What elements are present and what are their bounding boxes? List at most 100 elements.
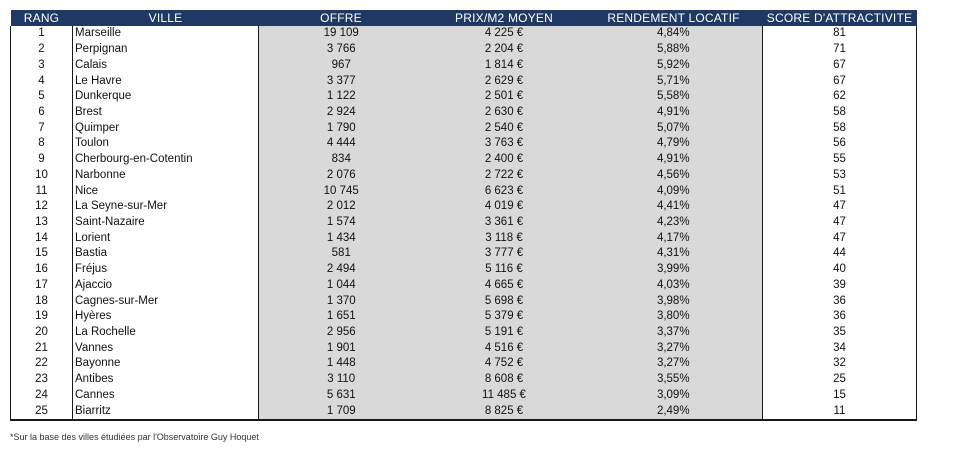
table-row: 8 Toulon 4 444 3 763 €4,79% 56 <box>10 136 917 152</box>
cell-rang: 8 <box>10 136 73 152</box>
cell-prix-m2: 2 540 € <box>423 120 585 137</box>
table-row: 22 Bayonne 1 448 4 752 €3,27% 32 <box>10 356 917 372</box>
cell-score: 58 <box>762 120 917 137</box>
cell-ville: Saint-Nazaire <box>72 214 259 231</box>
cell-ville: Narbonne <box>72 167 259 184</box>
cell-rendement: 4,17% <box>584 230 763 247</box>
cell-score: 67 <box>762 57 917 74</box>
cell-rang: 20 <box>10 324 73 341</box>
cell-offre: 1 709 <box>258 403 424 421</box>
cell-prix-m2: 4 225 € <box>423 26 585 42</box>
cell-rang: 11 <box>10 183 73 199</box>
cell-score: 62 <box>762 88 917 105</box>
cell-rendement: 4,84% <box>584 26 763 42</box>
cell-ville: Brest <box>72 104 259 121</box>
cell-score: 47 <box>762 214 917 231</box>
cell-rang: 23 <box>10 371 73 388</box>
cell-ville: Cagnes-sur-Mer <box>72 293 259 309</box>
header-row: RANG VILLE OFFRE PRIX/M2 MOYEN RENDEMENT… <box>10 10 917 26</box>
cell-rendement: 4,23% <box>584 214 763 231</box>
cell-offre: 1 790 <box>258 120 424 137</box>
cell-prix-m2: 5 191 € <box>423 324 585 341</box>
cell-rendement: 4,09% <box>584 183 763 199</box>
cell-offre: 1 044 <box>258 277 424 294</box>
header-rendement: RENDEMENT LOCATIF <box>584 10 763 26</box>
cell-prix-m2: 6 623 € <box>423 183 585 199</box>
table-row: 13 Saint-Nazaire 1 574 3 361 €4,23% 47 <box>10 214 917 231</box>
table-row: 18 Cagnes-sur-Mer 1 370 5 698 €3,98% 36 <box>10 293 917 309</box>
cell-ville: Fréjus <box>72 261 259 278</box>
cell-offre: 2 012 <box>258 198 424 215</box>
cell-score: 53 <box>762 167 917 184</box>
cell-rang: 18 <box>10 293 73 309</box>
cell-score: 58 <box>762 104 917 121</box>
cell-score: 81 <box>762 26 917 42</box>
cell-offre: 1 901 <box>258 340 424 357</box>
table-row: 25 Biarritz 1 709 8 825 €2,49% 11 <box>10 403 917 421</box>
cell-prix-m2: 8 825 € <box>423 403 585 421</box>
cell-ville: La Rochelle <box>72 324 259 341</box>
cell-score: 67 <box>762 73 917 89</box>
cell-score: 44 <box>762 246 917 262</box>
cell-prix-m2: 4 665 € <box>423 277 585 294</box>
cell-rendement: 5,92% <box>584 57 763 74</box>
cell-score: 34 <box>762 340 917 357</box>
cell-score: 36 <box>762 308 917 325</box>
cell-ville: Perpignan <box>72 41 259 58</box>
table-row: 15 Bastia 581 3 777 €4,31% 44 <box>10 246 917 262</box>
cell-rang: 25 <box>10 403 73 421</box>
table-row: 23 Antibes 3 110 8 608 €3,55% 25 <box>10 371 917 388</box>
header-rang: RANG <box>10 10 73 26</box>
cell-ville: Bayonne <box>72 356 259 372</box>
cell-rendement: 3,55% <box>584 371 763 388</box>
cell-rendement: 5,88% <box>584 41 763 58</box>
cell-offre: 5 631 <box>258 387 424 404</box>
cell-rendement: 4,41% <box>584 198 763 215</box>
cell-offre: 19 109 <box>258 26 424 42</box>
cell-rang: 24 <box>10 387 73 404</box>
table-row: 11 Nice 10 745 6 623 €4,09% 51 <box>10 183 917 199</box>
cell-prix-m2: 4 752 € <box>423 356 585 372</box>
cell-rang: 13 <box>10 214 73 231</box>
cell-rang: 5 <box>10 88 73 105</box>
cell-offre: 1 574 <box>258 214 424 231</box>
cell-offre: 10 745 <box>258 183 424 199</box>
cell-prix-m2: 2 501 € <box>423 88 585 105</box>
table-row: 10 Narbonne 2 076 2 722 €4,56% 53 <box>10 167 917 184</box>
cell-offre: 3 766 <box>258 41 424 58</box>
cell-prix-m2: 4 516 € <box>423 340 585 357</box>
cell-rang: 7 <box>10 120 73 137</box>
cell-rang: 9 <box>10 151 73 168</box>
cell-prix-m2: 2 400 € <box>423 151 585 168</box>
table-row: 1 Marseille 19 109 4 225 €4,84% 81 <box>10 26 917 42</box>
cell-prix-m2: 1 814 € <box>423 57 585 74</box>
cell-prix-m2: 2 204 € <box>423 41 585 58</box>
cell-score: 40 <box>762 261 917 278</box>
cell-offre: 1 651 <box>258 308 424 325</box>
cell-ville: Bastia <box>72 246 259 262</box>
table-body: 1 Marseille 19 109 4 225 €4,84% 81 2 Perpignan… <box>10 26 917 421</box>
cell-ville: Cherbourg-en-Cotentin <box>72 151 259 168</box>
footnote: *Sur la base des villes étudiées par l'O… <box>10 432 259 442</box>
table-row: 20 La Rochelle 2 956 5 191 €3,37% 35 <box>10 324 917 341</box>
cell-score: 55 <box>762 151 917 168</box>
cell-rang: 16 <box>10 261 73 278</box>
header-offre: OFFRE <box>258 10 424 26</box>
table-row: 2 Perpignan 3 766 2 204 €5,88% 71 <box>10 41 917 58</box>
cell-rang: 14 <box>10 230 73 247</box>
cell-offre: 1 434 <box>258 230 424 247</box>
cell-rendement: 4,79% <box>584 136 763 152</box>
cell-offre: 834 <box>258 151 424 168</box>
cell-rang: 6 <box>10 104 73 121</box>
cell-prix-m2: 5 698 € <box>423 293 585 309</box>
table-row: 21 Vannes 1 901 4 516 €3,27% 34 <box>10 340 917 357</box>
cell-prix-m2: 2 630 € <box>423 104 585 121</box>
cell-prix-m2: 5 116 € <box>423 261 585 278</box>
cell-rang: 1 <box>10 26 73 42</box>
cell-ville: Biarritz <box>72 403 259 421</box>
cell-rendement: 4,56% <box>584 167 763 184</box>
table-row: 5 Dunkerque 1 122 2 501 €5,58% 62 <box>10 88 917 105</box>
cell-prix-m2: 3 777 € <box>423 246 585 262</box>
cell-ville: Nice <box>72 183 259 199</box>
cell-ville: Ajaccio <box>72 277 259 294</box>
